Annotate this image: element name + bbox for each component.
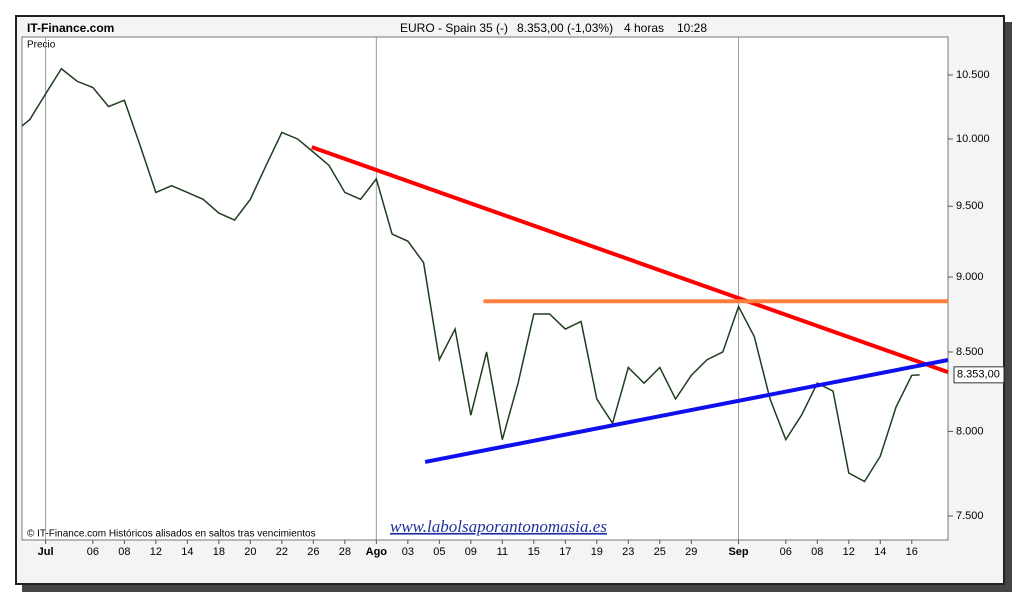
x-tick-label: 12 — [843, 546, 855, 558]
watermark: www.labolsaporantonomasia.es — [390, 517, 607, 536]
x-tick-label: Ago — [366, 546, 388, 558]
x-tick-label: 05 — [433, 546, 445, 558]
x-tick-label: 06 — [780, 546, 792, 558]
last-value-label: 8.353,00 — [957, 369, 1000, 381]
y-tick-label: 7.500 — [956, 510, 984, 522]
footnote: © IT-Finance.com Históricos alisados en … — [27, 529, 316, 540]
x-tick-label: 28 — [339, 546, 351, 558]
x-tick-label: 08 — [811, 546, 823, 558]
title: EURO - Spain 35 (-) — [400, 21, 508, 35]
source: IT-Finance.com — [27, 21, 114, 35]
last-value-box — [953, 366, 1005, 384]
x-tick-label: 17 — [559, 546, 571, 558]
price-line — [21, 67, 920, 483]
x-tick-label: 20 — [244, 546, 256, 558]
x-tick-label: Sep — [728, 546, 748, 558]
y-tick-label: 9.500 — [956, 200, 984, 212]
x-tick-label: 23 — [622, 546, 634, 558]
trendline — [311, 145, 949, 375]
y-tick-label: 8.500 — [956, 346, 984, 358]
x-tick-label: 12 — [150, 546, 162, 558]
x-tick-label: 19 — [591, 546, 603, 558]
x-tick-label: 11 — [497, 546, 508, 558]
x-tick-label: 08 — [118, 546, 130, 558]
x-tick-label: 16 — [906, 546, 918, 558]
y-tick-label: 8.000 — [956, 425, 984, 437]
time: 10:28 — [677, 21, 707, 35]
x-tick-label: 15 — [528, 546, 540, 558]
x-tick-label: 14 — [874, 546, 886, 558]
y-tick-label: 9.000 — [956, 271, 984, 283]
y-tick-label: 10.000 — [956, 133, 990, 145]
y-label: Precio — [27, 40, 56, 51]
x-tick-label: 22 — [276, 546, 288, 558]
trendline — [424, 358, 949, 464]
timeframe: 4 horas — [624, 21, 664, 35]
x-tick-label: 18 — [213, 546, 225, 558]
plot-area — [21, 36, 949, 541]
quote: 8.353,00 (-1,03%) — [517, 21, 613, 35]
x-tick-label: 26 — [307, 546, 319, 558]
y-tick-label: 10.500 — [956, 69, 990, 81]
x-tick-label: 25 — [654, 546, 666, 558]
x-tick-label: Jul — [38, 546, 54, 558]
x-tick-label: 06 — [87, 546, 99, 558]
x-tick-label: 03 — [402, 546, 414, 558]
x-tick-label: 29 — [685, 546, 697, 558]
x-tick-label: 14 — [181, 546, 193, 558]
x-tick-label: 09 — [465, 546, 477, 558]
